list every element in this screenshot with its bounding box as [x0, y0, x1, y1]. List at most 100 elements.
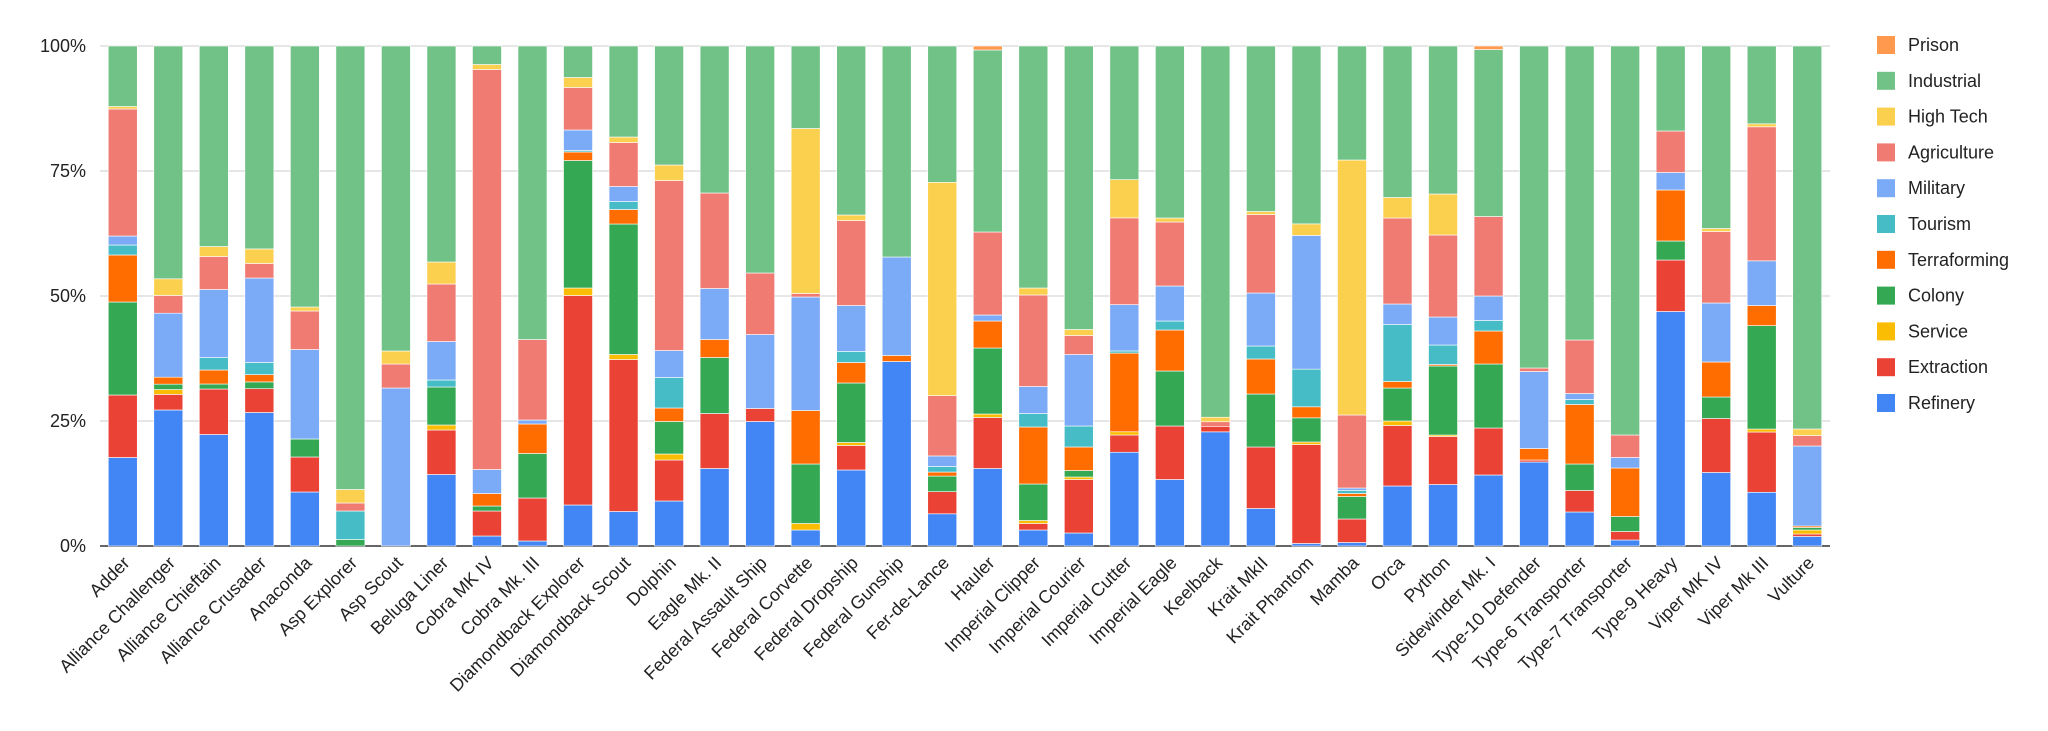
bar-segment: [1655, 189, 1686, 242]
bar-segment: [927, 45, 958, 183]
bar-segment: [836, 351, 866, 363]
bar-segment: [972, 468, 1003, 547]
bar-segment: [107, 254, 138, 303]
bar-segment: [1018, 483, 1049, 521]
bar-segment: [517, 45, 548, 340]
legend-swatch: [1877, 179, 1895, 198]
bar-segment: [1382, 425, 1413, 487]
bar-segment: [1155, 217, 1185, 223]
bar-segment: [153, 312, 184, 378]
bar-segment: [153, 383, 184, 390]
bar-segment: [790, 463, 821, 524]
bar-segment: [1473, 474, 1504, 547]
bar-segment: [472, 45, 502, 65]
bar-segment: [153, 394, 184, 411]
bar-segment: [1018, 45, 1049, 289]
bar-segment: [1701, 418, 1731, 473]
bar-segment: [1610, 457, 1640, 469]
legend-swatch: [1877, 36, 1895, 54]
bar-segment: [335, 510, 366, 540]
bar-segment: [699, 45, 730, 194]
bar-segment: [153, 45, 184, 280]
bar-segment: [699, 357, 730, 414]
bar-segment: [1064, 532, 1094, 547]
bar-segment: [1291, 235, 1322, 370]
bar-segment: [1337, 490, 1367, 494]
bar-segment: [972, 314, 1003, 322]
bar-segment: [472, 505, 502, 512]
bar-segment: [1701, 396, 1731, 419]
bar-segment: [1473, 320, 1504, 332]
bar-segment: [745, 334, 775, 409]
bar-segment: [1473, 216, 1504, 297]
bar-segment: [1291, 368, 1322, 408]
bar-segment: [881, 361, 912, 547]
bar-segment: [1746, 305, 1777, 326]
bar-segment: [1428, 316, 1458, 346]
bar-segment: [517, 453, 548, 499]
bar-segment: [244, 248, 275, 264]
bar-segment: [1792, 536, 1823, 547]
bar-segment: [927, 182, 958, 396]
bar-segment: [881, 355, 912, 362]
y-tick-label: 100%: [40, 36, 86, 56]
bar-segment: [517, 540, 548, 547]
legend-label: Military: [1908, 178, 1965, 198]
bar-segment: [107, 244, 138, 256]
bar-segment: [290, 491, 320, 547]
bar-segment: [290, 306, 320, 312]
bar-segment: [472, 535, 502, 547]
bar-segment: [1382, 217, 1413, 305]
bar-segment: [426, 45, 457, 263]
bar-segment: [1792, 529, 1823, 535]
bar-segment: [1064, 470, 1094, 478]
bar-segment: [745, 45, 775, 274]
bar-segment: [1428, 365, 1458, 436]
bar-segment: [745, 408, 775, 422]
bar-segment: [1018, 426, 1049, 485]
bar-segment: [199, 383, 229, 390]
bar-segment: [563, 87, 593, 131]
bar-segment: [654, 407, 684, 422]
bar-segment: [1473, 295, 1504, 321]
bar-segment: [927, 513, 958, 547]
bar-segment: [1155, 370, 1185, 427]
bar-segment: [1155, 221, 1185, 287]
bar-segment: [1064, 476, 1094, 480]
bar-segment: [699, 413, 730, 469]
bar-segment: [1246, 446, 1276, 509]
bar-segment: [107, 106, 138, 110]
bar-segment: [608, 359, 639, 512]
bar-segment: [290, 438, 320, 458]
bar-segment: [1200, 431, 1231, 547]
legend-label: Tourism: [1908, 214, 1971, 234]
bar-segment: [1246, 214, 1276, 294]
bar-segment: [745, 421, 775, 547]
bar-segment: [472, 510, 502, 537]
bar-segment: [1109, 451, 1140, 547]
bar-segment: [699, 288, 730, 340]
bar-segment: [608, 45, 639, 138]
legend-swatch: [1877, 250, 1895, 269]
bar-segment: [517, 423, 548, 454]
bar-segment: [563, 45, 593, 78]
bar-segment: [426, 341, 457, 381]
bar-segment: [836, 305, 866, 352]
bar-segment: [881, 256, 912, 356]
bar-segment: [153, 278, 184, 296]
bar-segment: [290, 456, 320, 493]
bar-segment: [654, 377, 684, 409]
bar-segment: [1746, 45, 1777, 125]
bar-segment: [1018, 294, 1049, 387]
bar-segment: [199, 388, 229, 435]
legend-label: Refinery: [1908, 393, 1975, 413]
bar-segment: [290, 45, 320, 308]
bar-segment: [1746, 126, 1777, 262]
bar-segment: [972, 417, 1003, 469]
bar-segment: [1792, 435, 1823, 447]
bar-segment: [426, 379, 457, 388]
bar-segment: [517, 497, 548, 542]
bar-segment: [1746, 428, 1777, 433]
bar-segment: [1382, 420, 1413, 426]
legend-swatch: [1877, 286, 1895, 305]
